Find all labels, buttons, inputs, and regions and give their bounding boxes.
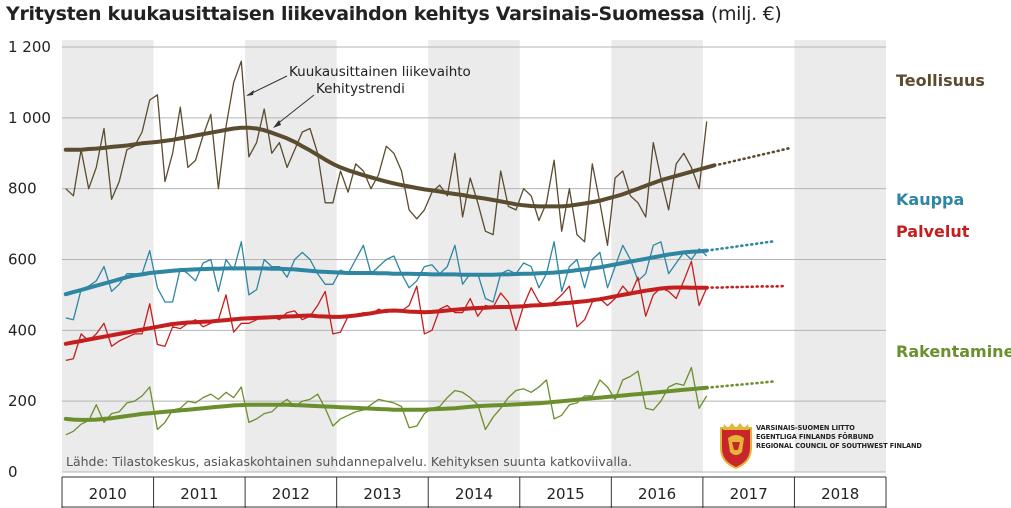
series-labels: Teollisuus Kauppa Palvelut Rakentaminen (896, 71, 1011, 361)
year-label-2015: 2015 (546, 485, 584, 503)
forecast-line-palvelut (705, 284, 785, 290)
y-tick-label-1000: 1 000 (8, 109, 51, 127)
year-label-2011: 2011 (180, 485, 218, 503)
series-label-kauppa: Kauppa (896, 190, 964, 209)
title-unit: (milj. €) (710, 3, 782, 25)
logo: VARSINAIS-SUOMEN LIITTO EGENTLIGA FINLAN… (718, 422, 922, 472)
logo-line-fi: VARSINAIS-SUOMEN LIITTO (756, 424, 855, 432)
logo-text: VARSINAIS-SUOMEN LIITTO EGENTLIGA FINLAN… (756, 424, 922, 451)
annotation-monthly-arrowhead (246, 90, 254, 96)
source-note: Lähde: Tilastokeskus, asiakaskohtainen s… (66, 454, 632, 469)
monthly-line-kauppa (65, 241, 708, 321)
year-label-2017: 2017 (730, 485, 768, 503)
y-axis: 0 200 400 600 800 1 000 1 200 (8, 38, 51, 481)
year-label-2012: 2012 (272, 485, 310, 503)
trend-line-kauppa (63, 248, 709, 297)
trend-line-palvelut (63, 285, 709, 346)
y-tick-label-800: 800 (8, 180, 37, 198)
year-band-2010 (62, 40, 154, 472)
annotation-trend-pointer (275, 94, 315, 126)
x-axis: 2010 2011 2012 2013 2014 2015 2016 2017 2018 (61, 476, 887, 508)
y-tick-label-200: 200 (8, 392, 37, 410)
y-tick-label-400: 400 (8, 321, 37, 339)
forecast-line-rakentaminen (705, 379, 777, 390)
y-tick-label-600: 600 (8, 251, 37, 269)
forecast-line-kauppa (705, 239, 777, 252)
forecast-line-teollisuus (712, 146, 792, 167)
year-label-2016: 2016 (638, 485, 676, 503)
y-tick-label-1200: 1 200 (8, 38, 51, 56)
year-band-2014 (428, 40, 520, 472)
annotation-monthly: Kuukausittainen liikevaihto (289, 64, 471, 80)
year-label-2014: 2014 (455, 485, 493, 503)
annotation-trend-arrowhead (273, 120, 281, 128)
logo-line-sv: EGENTLIGA FINLANDS FÖRBUND (756, 433, 874, 441)
logo-line-en: REGIONAL COUNCIL OF SOUTHWEST FINLAND (756, 442, 922, 450)
year-label-2013: 2013 (363, 485, 401, 503)
monthly-line-teollisuus (65, 60, 708, 246)
series-label-rakentaminen: Rakentaminen (896, 342, 1011, 361)
trend-line-rakentaminen (63, 385, 709, 422)
year-band-2018 (794, 40, 886, 472)
coat-of-arms-icon (720, 423, 752, 470)
series-lines (63, 60, 792, 436)
annotation-monthly-pointer (247, 75, 288, 96)
series-label-teollisuus: Teollisuus (896, 71, 985, 90)
year-label-2010: 2010 (89, 485, 127, 503)
title-text: Yritysten kuukausittaisen liikevaihdon k… (6, 3, 705, 25)
y-tick-label-0: 0 (8, 463, 18, 481)
annotation-trend: Kehitystrendi (316, 81, 405, 97)
series-label-palvelut: Palvelut (896, 222, 970, 241)
chart-title: Yritysten kuukausittaisen liikevaihdon k… (6, 3, 782, 25)
trend-line-teollisuus (63, 125, 717, 209)
year-label-2018: 2018 (821, 485, 859, 503)
